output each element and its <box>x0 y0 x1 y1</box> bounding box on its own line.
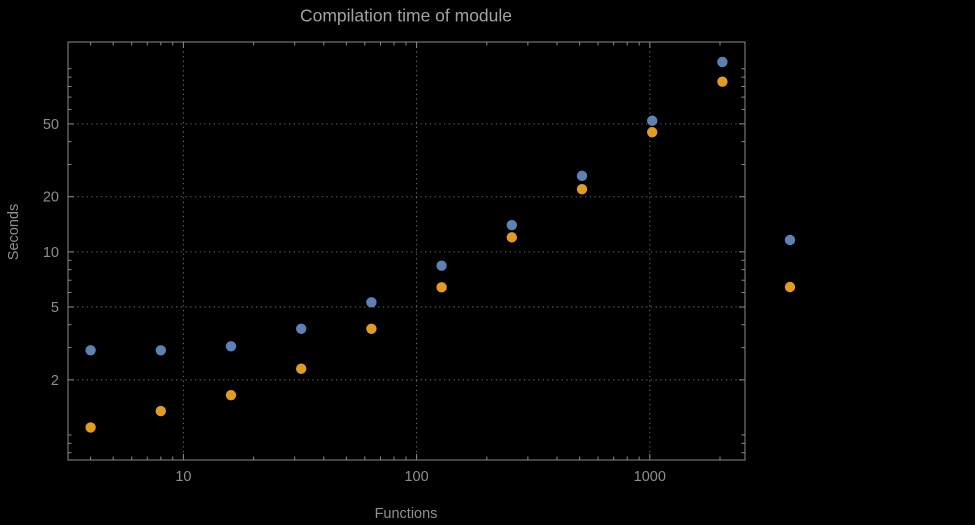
tick-label-y: 10 <box>43 245 59 261</box>
plot-frame <box>67 41 746 461</box>
data-point-series-1 <box>506 219 518 231</box>
tick-label-x: 10 <box>175 469 191 485</box>
data-point-series-1 <box>225 341 237 352</box>
data-point-series-2 <box>85 422 96 433</box>
data-point-series-2 <box>647 127 658 138</box>
tick-label-y: 2 <box>51 373 59 389</box>
chart-title: Compilation time of module <box>299 5 513 26</box>
data-point-series-2 <box>295 363 307 374</box>
data-point-series-2 <box>717 76 728 87</box>
tick-label-x: 1000 <box>634 469 666 485</box>
data-point-series-1 <box>436 260 447 271</box>
data-point-series-1 <box>647 115 658 126</box>
x-axis-label: Functions <box>374 506 438 522</box>
data-point-series-1 <box>576 170 588 182</box>
data-point-series-2 <box>155 405 166 417</box>
legend-marker-series-1 <box>784 234 796 246</box>
tick-label-x: 100 <box>404 469 428 485</box>
data-point-series-1 <box>85 345 96 356</box>
data-point-series-2 <box>366 323 377 335</box>
legend-marker-series-2 <box>784 281 796 293</box>
data-point-series-1 <box>295 323 307 335</box>
y-axis-label: Seconds <box>6 203 22 261</box>
tick-label-y: 50 <box>43 117 59 133</box>
data-point-series-2 <box>225 389 237 401</box>
data-point-series-2 <box>506 232 518 243</box>
tick-label-y: 5 <box>51 300 59 316</box>
data-point-series-1 <box>366 297 377 308</box>
data-point-series-1 <box>155 345 166 356</box>
data-point-series-2 <box>436 282 447 293</box>
data-point-series-1 <box>717 56 728 68</box>
tick-label-y: 20 <box>43 190 59 206</box>
data-point-series-2 <box>576 183 588 195</box>
